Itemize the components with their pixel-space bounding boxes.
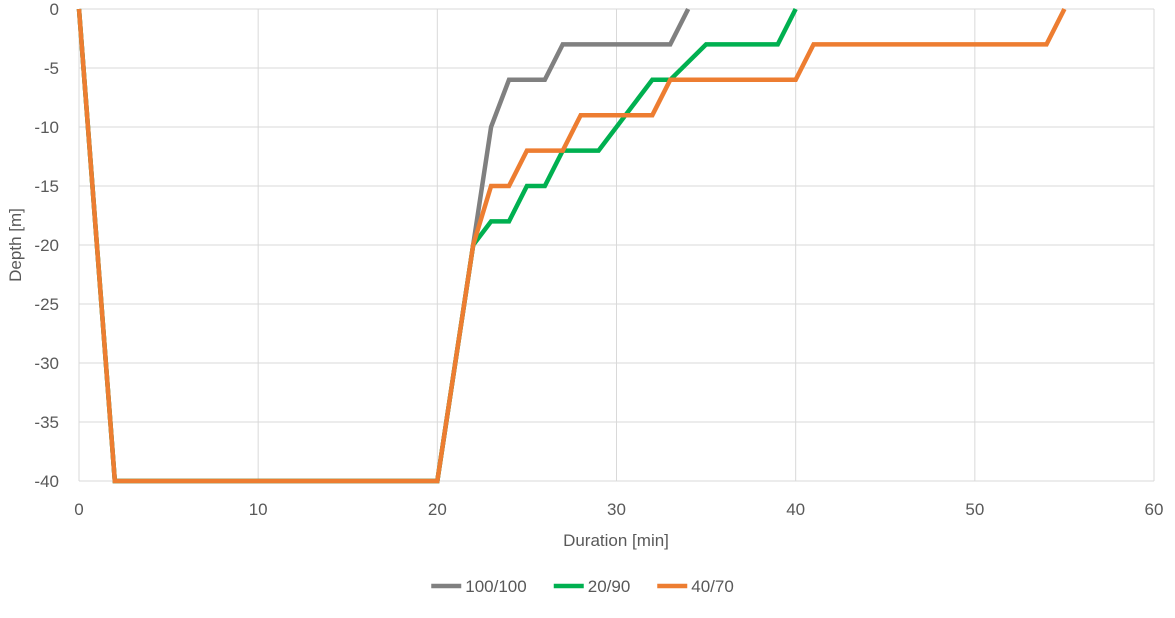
x-tick-label: 0: [74, 500, 83, 519]
y-tick-label: -20: [34, 236, 59, 255]
series-lines: [76, 7, 1067, 484]
legend-label: 40/70: [691, 577, 734, 596]
series-line-40-70: [76, 7, 1067, 484]
legend: 100/100 20/90 40/70: [431, 577, 734, 596]
x-tick-label: 50: [965, 500, 984, 519]
legend-item: 40/70: [657, 577, 734, 596]
x-tick-label: 10: [249, 500, 268, 519]
gridlines: [78, 8, 1155, 482]
y-tick-label: -35: [34, 413, 59, 432]
x-tick-label: 60: [1145, 500, 1164, 519]
x-axis-title: Duration [min]: [563, 531, 669, 550]
legend-label: 100/100: [465, 577, 526, 596]
legend-item: 20/90: [553, 577, 631, 596]
y-tick-label: -40: [34, 472, 59, 491]
x-tick-label: 30: [607, 500, 626, 519]
tick-labels: 0 -5 -10 -15 -20 -25 -30 -35 -40 0 10 20 30 40 50 60: [34, 0, 1163, 519]
legend-item: 100/100: [431, 577, 527, 596]
y-tick-label: -30: [34, 354, 59, 373]
x-tick-label: 20: [428, 500, 447, 519]
y-tick-label: 0: [50, 0, 59, 19]
x-tick-label: 40: [786, 500, 805, 519]
y-tick-label: -10: [34, 118, 59, 137]
y-axis-title: Depth [m]: [6, 208, 25, 282]
y-tick-label: -25: [34, 295, 59, 314]
y-tick-label: -15: [34, 177, 59, 196]
legend-label: 20/90: [588, 577, 631, 596]
y-tick-label: -5: [44, 59, 59, 78]
